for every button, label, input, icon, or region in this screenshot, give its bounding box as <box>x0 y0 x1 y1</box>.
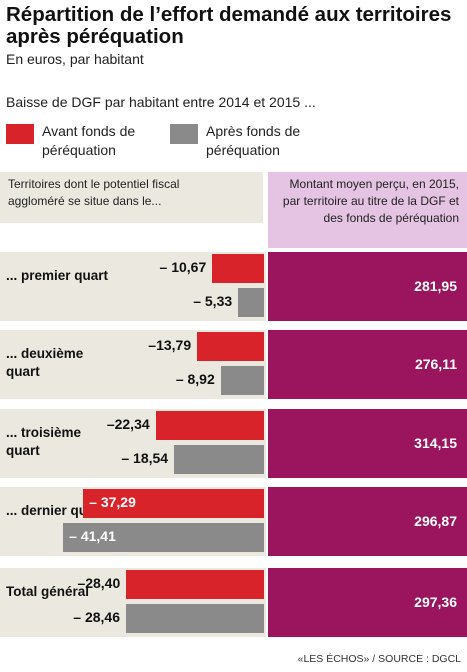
header-right-text: Montant moyen perçu, en 2015, par territ… <box>282 177 459 225</box>
bar-amount: 314,15 <box>268 409 467 478</box>
category-label: ... deuxième quart <box>6 346 84 379</box>
bar-after <box>238 288 264 317</box>
value-label-amount: 314,15 <box>414 435 457 451</box>
value-label-before: –28,40 <box>77 575 121 591</box>
category-label: Total général <box>6 584 90 599</box>
legend-before: Avant fonds de péréquation <box>6 122 166 162</box>
bar-after <box>220 366 264 395</box>
bar-after <box>125 604 264 633</box>
bar-amount: 297,36 <box>268 568 467 637</box>
bar-before <box>155 411 264 440</box>
bar-after <box>174 445 264 474</box>
bar-before <box>83 489 264 518</box>
value-label-after: – 18,54 <box>121 450 169 466</box>
value-label-after: – 8,92 <box>175 371 215 387</box>
value-label-after: – 5,33 <box>193 293 233 309</box>
legend-swatch-before <box>6 124 34 144</box>
value-label-before: – 37,29 <box>89 494 136 510</box>
value-label-amount: 281,95 <box>414 278 457 294</box>
legend-swatch-after <box>170 124 198 144</box>
legend-after: Après fonds de péréquation <box>170 122 330 162</box>
header-right-panel: Montant moyen perçu, en 2015, par territ… <box>268 172 467 248</box>
category-label: ... premier quart <box>6 268 109 283</box>
chart-title: Répartition de l’effort demandé aux terr… <box>6 3 452 48</box>
bar-amount: 276,11 <box>268 330 467 399</box>
bar-after <box>63 523 264 552</box>
source-credit: «LES ÉCHOS» / SOURCE : DGCL <box>297 653 461 665</box>
bar-before <box>126 570 264 599</box>
value-label-before: –13,79 <box>148 337 192 353</box>
value-label-amount: 276,11 <box>414 356 457 372</box>
legend-label-after: Après fonds de péréquation <box>206 123 301 158</box>
chart-subtitle: En euros, par habitant <box>6 51 144 67</box>
category-label: ... troisième quart <box>6 425 82 458</box>
value-label-after: – 28,46 <box>73 609 120 625</box>
value-label-before: – 10,67 <box>159 259 207 275</box>
category-label: ... dernier quart <box>6 503 105 518</box>
bar-before <box>197 332 264 361</box>
header-left-text: Territoires dont le potentiel fiscal agg… <box>8 177 180 208</box>
value-label-after: – 41,41 <box>69 528 116 544</box>
chart-description: Baisse de DGF par habitant entre 2014 et… <box>6 94 316 110</box>
value-label-amount: 296,87 <box>414 513 457 529</box>
bar-amount: 296,87 <box>268 487 467 556</box>
value-label-before: –22,34 <box>106 416 150 432</box>
legend-label-before: Avant fonds de péréquation <box>42 123 136 158</box>
bar-amount: 281,95 <box>268 252 467 321</box>
header-left-panel: Territoires dont le potentiel fiscal agg… <box>0 172 263 223</box>
bar-before <box>212 254 264 283</box>
value-label-amount: 297,36 <box>414 594 457 610</box>
